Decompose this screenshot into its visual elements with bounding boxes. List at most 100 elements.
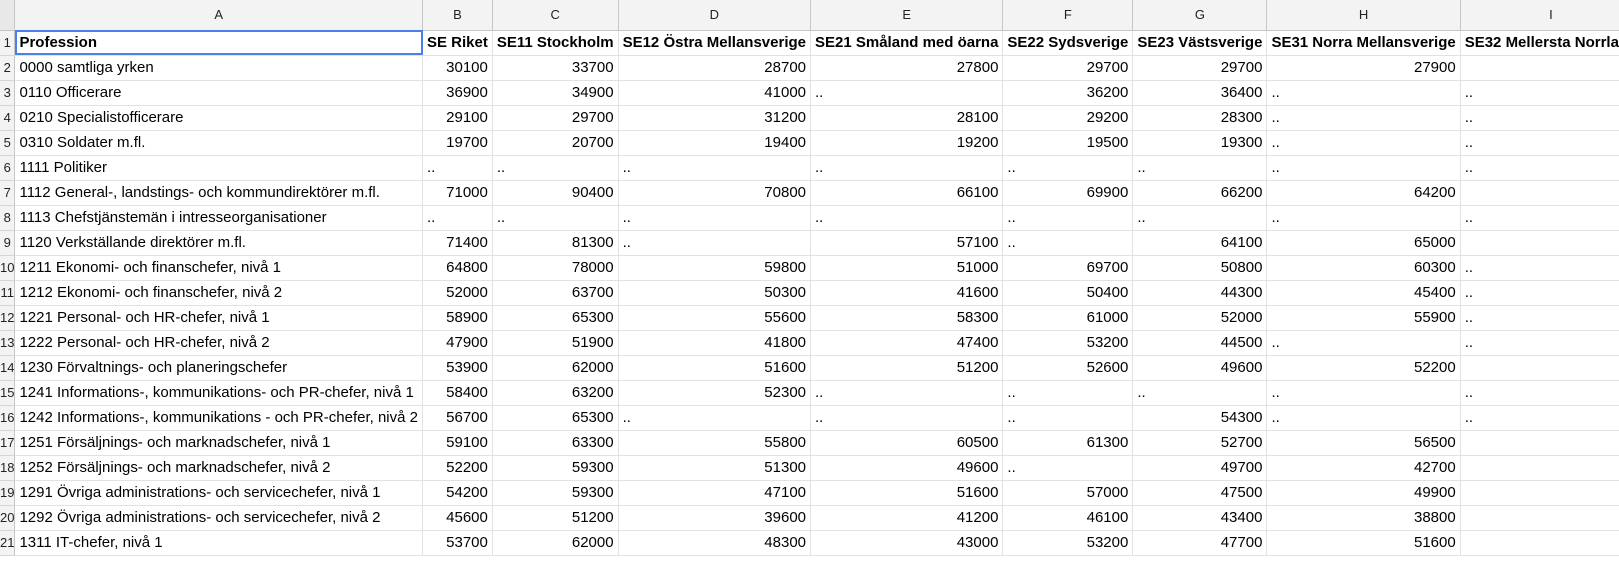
cell-a13[interactable]: 1222 Personal- och HR-chefer, nivå 2 — [14, 330, 423, 356]
cell-a7[interactable]: 1112 General-, landstings- och kommundir… — [14, 180, 423, 206]
cell-d7[interactable]: 70800 — [618, 180, 812, 206]
cell-g5[interactable]: 19300 — [1132, 130, 1268, 156]
cell-c10[interactable]: 78000 — [492, 255, 619, 281]
cell-f18[interactable]: .. — [1002, 455, 1134, 481]
cell-i16[interactable]: .. — [1460, 405, 1619, 431]
row-header[interactable]: 7 — [0, 180, 16, 206]
cell-h16[interactable]: .. — [1266, 405, 1461, 431]
cell-c9[interactable]: 81300 — [492, 230, 619, 256]
cell-a2[interactable]: 0000 samtliga yrken — [14, 55, 423, 81]
cell-a6[interactable]: 1111 Politiker — [14, 155, 423, 181]
cell-d6[interactable]: .. — [618, 155, 812, 181]
column-header-f[interactable]: F — [1002, 0, 1134, 31]
cell-h5[interactable]: .. — [1266, 130, 1461, 156]
cell-i21[interactable] — [1460, 530, 1619, 556]
cell-d2[interactable]: 28700 — [618, 55, 812, 81]
cell-g18[interactable]: 49700 — [1132, 455, 1268, 481]
cell-e11[interactable]: 41600 — [810, 280, 1004, 306]
cell-f4[interactable]: 29200 — [1002, 105, 1134, 131]
cell-a18[interactable]: 1252 Försäljnings- och marknadschefer, n… — [14, 455, 423, 481]
cell-a5[interactable]: 0310 Soldater m.fl. — [14, 130, 423, 156]
cell-e9[interactable]: 57100 — [810, 230, 1004, 256]
cell-i10[interactable]: .. — [1460, 255, 1619, 281]
cell-f17[interactable]: 61300 — [1002, 430, 1134, 456]
cell-f15[interactable]: .. — [1002, 380, 1134, 406]
cell-d14[interactable]: 51600 — [618, 355, 812, 381]
column-header-b[interactable]: B — [422, 0, 493, 31]
cell-f16[interactable]: .. — [1002, 405, 1134, 431]
row-header[interactable]: 5 — [0, 130, 16, 156]
cell-d8[interactable]: .. — [618, 205, 812, 231]
cell-g14[interactable]: 49600 — [1132, 355, 1268, 381]
cell-f12[interactable]: 61000 — [1002, 305, 1134, 331]
column-header-i[interactable]: I — [1460, 0, 1619, 31]
cell-g20[interactable]: 43400 — [1132, 505, 1268, 531]
cell-c2[interactable]: 33700 — [492, 55, 619, 81]
cell-f1[interactable]: SE22 Sydsverige — [1002, 30, 1134, 56]
cell-d19[interactable]: 47100 — [618, 480, 812, 506]
cell-g1[interactable]: SE23 Västsverige — [1132, 30, 1268, 56]
cell-h13[interactable]: .. — [1266, 330, 1461, 356]
cell-i3[interactable]: .. — [1460, 80, 1619, 106]
cell-c15[interactable]: 63200 — [492, 380, 619, 406]
cell-e16[interactable]: .. — [810, 405, 1004, 431]
cell-e1[interactable]: SE21 Småland med öarna — [810, 30, 1004, 56]
cell-g6[interactable]: .. — [1132, 155, 1268, 181]
cell-a11[interactable]: 1212 Ekonomi- och finanschefer, nivå 2 — [14, 280, 423, 306]
cell-h14[interactable]: 52200 — [1266, 355, 1461, 381]
row-header[interactable]: 17 — [0, 430, 16, 456]
row-header[interactable]: 1 — [0, 30, 16, 56]
column-header-a[interactable]: A — [14, 0, 423, 31]
cell-c5[interactable]: 20700 — [492, 130, 619, 156]
cell-d21[interactable]: 48300 — [618, 530, 812, 556]
cell-h4[interactable]: .. — [1266, 105, 1461, 131]
cell-e3[interactable]: .. — [810, 80, 1004, 106]
cell-c7[interactable]: 90400 — [492, 180, 619, 206]
cell-b11[interactable]: 52000 — [422, 280, 493, 306]
column-header-g[interactable]: G — [1132, 0, 1268, 31]
cell-h11[interactable]: 45400 — [1266, 280, 1461, 306]
row-header[interactable]: 21 — [0, 530, 16, 556]
cell-d3[interactable]: 41000 — [618, 80, 812, 106]
cell-c18[interactable]: 59300 — [492, 455, 619, 481]
cell-a16[interactable]: 1242 Informations-, kommunikations - och… — [14, 405, 423, 431]
cell-d20[interactable]: 39600 — [618, 505, 812, 531]
cell-g10[interactable]: 50800 — [1132, 255, 1268, 281]
cell-i5[interactable]: .. — [1460, 130, 1619, 156]
cell-a14[interactable]: 1230 Förvaltnings- och planeringschefer — [14, 355, 423, 381]
cell-i15[interactable]: .. — [1460, 380, 1619, 406]
cell-b4[interactable]: 29100 — [422, 105, 493, 131]
cell-a19[interactable]: 1291 Övriga administrations- och service… — [14, 480, 423, 506]
cell-f8[interactable]: .. — [1002, 205, 1134, 231]
cell-b20[interactable]: 45600 — [422, 505, 493, 531]
cell-b12[interactable]: 58900 — [422, 305, 493, 331]
cell-d13[interactable]: 41800 — [618, 330, 812, 356]
cell-f2[interactable]: 29700 — [1002, 55, 1134, 81]
cell-h8[interactable]: .. — [1266, 205, 1461, 231]
cell-a12[interactable]: 1221 Personal- och HR-chefer, nivå 1 — [14, 305, 423, 331]
cell-f21[interactable]: 53200 — [1002, 530, 1134, 556]
cell-h20[interactable]: 38800 — [1266, 505, 1461, 531]
cell-d18[interactable]: 51300 — [618, 455, 812, 481]
cell-e21[interactable]: 43000 — [810, 530, 1004, 556]
cell-c14[interactable]: 62000 — [492, 355, 619, 381]
row-header[interactable]: 10 — [0, 255, 16, 281]
cell-h10[interactable]: 60300 — [1266, 255, 1461, 281]
cell-d11[interactable]: 50300 — [618, 280, 812, 306]
cell-g17[interactable]: 52700 — [1132, 430, 1268, 456]
cell-b14[interactable]: 53900 — [422, 355, 493, 381]
cell-g16[interactable]: 54300 — [1132, 405, 1268, 431]
cell-i18[interactable] — [1460, 455, 1619, 481]
cell-f7[interactable]: 69900 — [1002, 180, 1134, 206]
row-header[interactable]: 19 — [0, 480, 16, 506]
cell-a4[interactable]: 0210 Specialistofficerare — [14, 105, 423, 131]
row-header[interactable]: 4 — [0, 105, 16, 131]
cell-i17[interactable] — [1460, 430, 1619, 456]
cell-b18[interactable]: 52200 — [422, 455, 493, 481]
cell-d16[interactable]: .. — [618, 405, 812, 431]
cell-e4[interactable]: 28100 — [810, 105, 1004, 131]
row-header[interactable]: 12 — [0, 305, 16, 331]
cell-d15[interactable]: 52300 — [618, 380, 812, 406]
row-header[interactable]: 18 — [0, 455, 16, 481]
